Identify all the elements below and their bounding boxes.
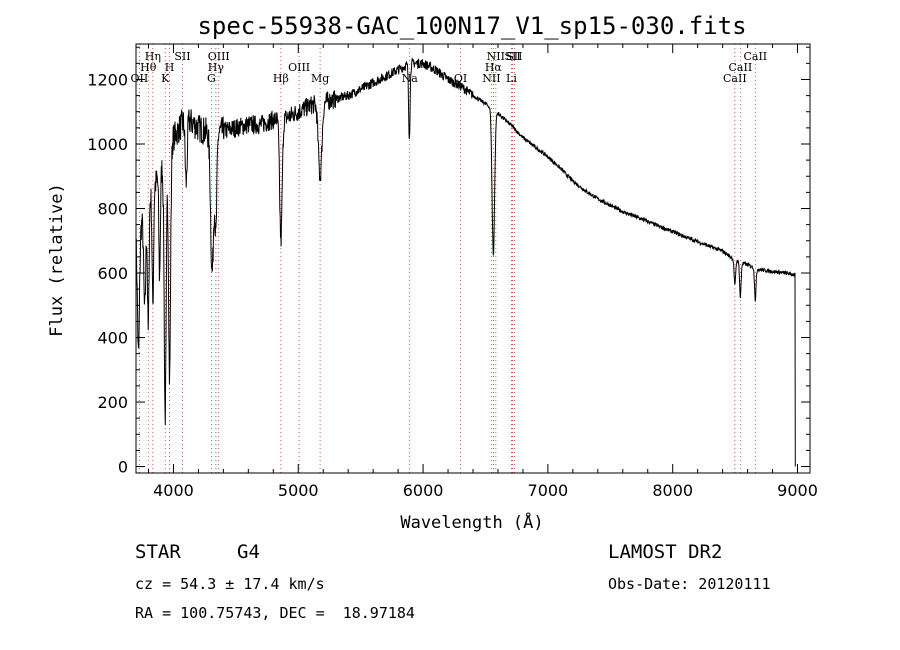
y-tick-label: 200 [97, 393, 128, 412]
y-tick-label: 600 [97, 264, 128, 283]
spectral-line-label: Hη [145, 50, 161, 63]
x-tick-label: 6000 [403, 481, 444, 500]
y-tick-label: 400 [97, 329, 128, 348]
chart-title: spec-55938-GAC_100N17_V1_sp15-030.fits [197, 12, 746, 40]
coordinates: RA = 100.75743, DEC = 18.97184 [135, 604, 415, 622]
spectral-line-label: Hγ [208, 61, 225, 74]
subclass: G4 [237, 541, 260, 563]
x-tick-label: 9000 [777, 481, 818, 500]
spectral-line-label: NII [487, 50, 505, 63]
spectral-line-label: Mg [311, 72, 329, 85]
cz-value: cz = 54.3 ± 17.4 km/s [135, 575, 325, 593]
spectral-line-label: Hα [485, 61, 503, 74]
y-tick-label: 0 [118, 458, 128, 477]
spectral-line-label: CaII [723, 72, 747, 85]
spectral-line-label: Hθ [140, 61, 157, 74]
spectral-line-markers [138, 44, 756, 473]
spectral-line-label: K [161, 72, 170, 85]
spectral-line-label: G [207, 72, 216, 85]
spectral-line-label: NII [482, 72, 500, 85]
spectral-line-label: OIII [288, 61, 310, 74]
spectral-line-label: SII [504, 50, 520, 63]
spectral-line-label: OII [131, 72, 149, 85]
plot-frame [135, 43, 811, 474]
x-tick-label: 7000 [528, 481, 569, 500]
x-tick-label: 8000 [652, 481, 693, 500]
y-axis-label: Flux (relative) [47, 183, 67, 337]
spectral-line-label: Na [402, 72, 419, 85]
object-class: STAR [135, 541, 181, 563]
spectral-line-label: SII [506, 50, 522, 63]
spectral-line-label: CaII [743, 50, 767, 63]
y-tick-label: 800 [97, 200, 128, 219]
spectral-line-label: OIII [208, 50, 230, 63]
x-axis-label: Wavelength (Å) [400, 511, 543, 533]
spectral-line-label: H [165, 61, 175, 74]
x-tick-label: 5000 [278, 481, 319, 500]
x-tick-label: 4000 [153, 481, 194, 500]
spectral-line-label: Hβ [273, 72, 289, 85]
y-tick-label: 1200 [87, 70, 128, 89]
y-tick-label: 1000 [87, 135, 128, 154]
axis-ticks: 4000 5000 6000 7000 8000 9000 0 200 400 600 800 100… [87, 44, 818, 500]
spectrum-line [135, 57, 796, 467]
obs-date: Obs-Date: 20120111 [608, 575, 771, 593]
spectral-line-label: CaII [729, 61, 753, 74]
survey-name: LAMOST DR2 [608, 541, 723, 563]
spectral-line-label: OI [454, 72, 467, 85]
spectral-line-label: Li [506, 72, 517, 85]
spectral-line-label: SII [174, 50, 190, 63]
